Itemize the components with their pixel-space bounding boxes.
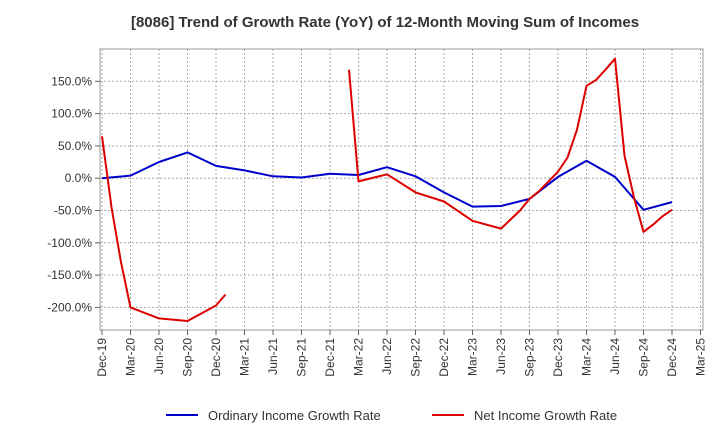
x-tick-label: Dec-21 [323, 338, 337, 377]
x-tick-label: Jun-23 [494, 338, 508, 375]
y-tick-label: -50.0% [54, 203, 92, 217]
x-tick-label: Dec-20 [209, 338, 223, 377]
x-axis: Dec-19 Mar-20 Jun-20 Sep-20 Dec-20 Mar-21 Jun-… [95, 330, 708, 377]
grid-lines [100, 49, 703, 330]
x-tick-label: Jun-24 [608, 338, 622, 375]
series-line [101, 151, 673, 211]
legend: Ordinary Income Growth Rate Net Income Gr… [166, 408, 617, 423]
x-tick-label: Mar-25 [694, 338, 708, 376]
x-tick-label: Mar-21 [238, 338, 252, 376]
y-tick-label: 50.0% [58, 139, 92, 153]
x-tick-label: Sep-24 [637, 338, 651, 377]
x-tick-label: Sep-22 [409, 338, 423, 377]
y-axis: 150.0% 100.0% 50.0% 0.0% -50.0% -100.0% -150.0… [47, 74, 100, 314]
x-tick-label: Jun-22 [380, 338, 394, 375]
x-tick-label: Dec-19 [95, 338, 109, 377]
y-tick-label: -150.0% [47, 268, 92, 282]
x-tick-label: Sep-21 [295, 338, 309, 377]
series-line [348, 57, 673, 233]
y-tick-label: 0.0% [65, 171, 93, 185]
series-line [101, 136, 227, 322]
x-tick-label: Dec-23 [551, 338, 565, 377]
chart-title: [8086] Trend of Growth Rate (YoY) of 12-… [131, 14, 639, 31]
legend-label: Net Income Growth Rate [474, 408, 617, 423]
x-tick-label: Mar-24 [580, 338, 594, 376]
plot-area [99, 48, 704, 331]
x-tick-label: Jun-21 [266, 338, 280, 375]
x-tick-label: Dec-24 [665, 338, 679, 377]
x-tick-label: Dec-22 [437, 338, 451, 377]
x-tick-label: Mar-23 [466, 338, 480, 376]
x-tick-label: Mar-22 [352, 338, 366, 376]
x-tick-label: Sep-20 [181, 338, 195, 377]
y-tick-label: 100.0% [51, 107, 92, 121]
series-lines [101, 57, 673, 322]
x-tick-label: Mar-20 [124, 338, 138, 376]
x-tick-label: Jun-20 [152, 338, 166, 375]
legend-label: Ordinary Income Growth Rate [208, 408, 381, 423]
y-tick-label: -100.0% [47, 236, 92, 250]
y-tick-label: 150.0% [51, 74, 92, 88]
y-tick-label: -200.0% [47, 300, 92, 314]
x-tick-label: Sep-23 [523, 338, 537, 377]
